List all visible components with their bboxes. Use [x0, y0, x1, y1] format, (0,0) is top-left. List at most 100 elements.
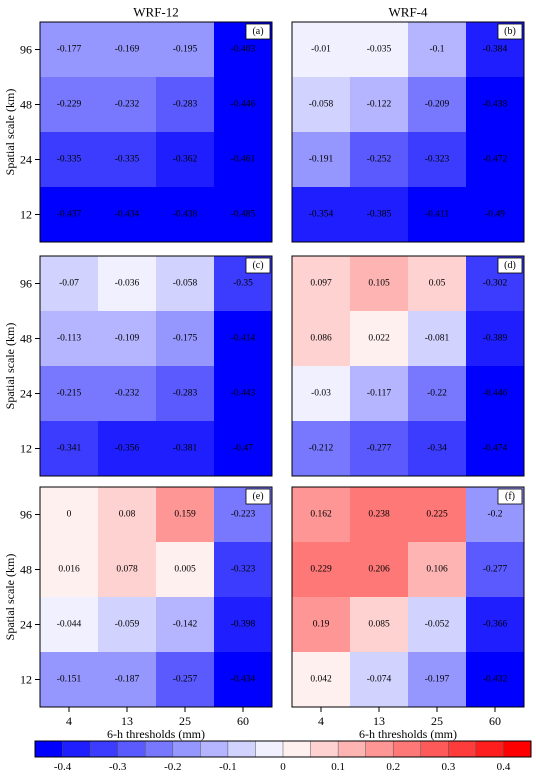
heatmap-cell [350, 366, 409, 422]
heatmap-cell [214, 132, 273, 188]
heatmap-cell [98, 132, 157, 188]
heatmap-cell [350, 22, 409, 78]
panel-frame [291, 486, 525, 708]
cell-value: -0.232 [115, 100, 140, 110]
cell-value: -0.232 [115, 389, 140, 399]
y-tick-label: 12 [20, 673, 32, 687]
cell-value: -0.341 [57, 444, 82, 454]
cell-value: 0.105 [368, 279, 390, 289]
panel-label: (e) [252, 491, 263, 502]
heatmap-cell [40, 487, 99, 543]
cell-value: -0.446 [483, 389, 508, 399]
heatmap-cell [156, 421, 215, 477]
cell-value: -0.335 [57, 155, 82, 165]
heatmap-cell [98, 187, 157, 243]
heatmap-cell [350, 311, 409, 367]
heatmap-cell [466, 421, 525, 477]
cell-value: -0.302 [483, 279, 508, 289]
colorbar-segment [448, 741, 477, 757]
cell-value: -0.03 [311, 389, 331, 399]
y-axis-label: Spatial scale (km) [3, 554, 17, 641]
cell-value: 0.238 [368, 510, 390, 520]
cell-value: -0.252 [367, 155, 392, 165]
heatmap-cell [350, 256, 409, 312]
heatmap-cell [156, 132, 215, 188]
colorbar-tick-label: -0.4 [54, 761, 72, 773]
cell-value: -0.113 [57, 334, 81, 344]
heatmap-cell [292, 256, 351, 312]
y-tick-label: 48 [20, 332, 32, 346]
panel-label-box [497, 488, 523, 505]
cell-value: -0.49 [485, 210, 505, 220]
heatmap-cell [98, 421, 157, 477]
cell-value: -0.461 [231, 155, 256, 165]
heatmap-cell [408, 487, 467, 543]
cell-value: -0.277 [483, 565, 508, 575]
cell-value: -0.209 [425, 100, 450, 110]
heatmap-cell [292, 311, 351, 367]
heatmap-cell [40, 366, 99, 422]
x-tick-label: 13 [121, 714, 133, 728]
panel-label: (b) [504, 26, 516, 37]
colorbar-segment [35, 741, 63, 757]
x-tick-label: 25 [431, 714, 443, 728]
x-axis-label: 6-h thresholds (mm) [359, 727, 457, 741]
panel-frame [291, 21, 525, 243]
heatmap-cell [40, 421, 99, 477]
cell-value: -0.169 [115, 45, 140, 55]
heatmap-cell [466, 366, 525, 422]
panel-label: (c) [252, 260, 263, 271]
cell-value: -0.403 [231, 45, 256, 55]
heatmap-cell [292, 187, 351, 243]
cell-value: -0.187 [115, 675, 140, 685]
cell-value: -0.34 [427, 444, 447, 454]
cell-value: -0.059 [115, 620, 140, 630]
x-tick-label: 4 [318, 714, 324, 728]
cell-value: -0.389 [483, 334, 508, 344]
panel-label: (d) [504, 260, 516, 271]
heatmap-cell [156, 652, 215, 708]
cell-value: -0.22 [427, 389, 447, 399]
heatmap-cell [98, 311, 157, 367]
panel-frame [291, 255, 525, 477]
cell-value: 0.022 [368, 334, 390, 344]
panel-label-box [245, 257, 271, 274]
cell-value: -0.354 [309, 210, 334, 220]
x-tick-label: 4 [66, 714, 72, 728]
cell-value: -0.438 [173, 210, 198, 220]
cell-value: 0.162 [310, 510, 332, 520]
heatmap-cell [98, 77, 157, 133]
heatmap-cell [156, 542, 215, 598]
colorbar-segment [393, 741, 422, 757]
cell-value: -0.283 [173, 100, 198, 110]
cell-value: -0.438 [483, 100, 508, 110]
heatmap-cell [350, 542, 409, 598]
y-tick-label: 96 [20, 277, 32, 291]
heatmap-cell [156, 22, 215, 78]
colorbar-tick-label: 0.1 [331, 761, 345, 773]
heatmap-cell [408, 22, 467, 78]
cell-value: 0.016 [58, 565, 80, 575]
cell-value: -0.335 [115, 155, 140, 165]
column-title-2: WRF-4 [389, 5, 429, 20]
heatmap-cell [408, 132, 467, 188]
cell-value: -0.35 [233, 279, 253, 289]
cell-value: -0.323 [231, 565, 256, 575]
heatmap-cell [214, 77, 273, 133]
cell-value: -0.197 [425, 675, 450, 685]
heatmap-cell [40, 22, 99, 78]
cell-value: -0.052 [425, 620, 450, 630]
colorbar-segment [475, 741, 504, 757]
cell-value: -0.2 [487, 510, 502, 520]
colorbar-segment [117, 741, 146, 757]
y-tick-label: 12 [20, 442, 32, 456]
cell-value: 0.005 [174, 565, 196, 575]
heatmap-cell [466, 597, 525, 653]
cell-value: -0.109 [115, 334, 140, 344]
cell-value: -0.434 [115, 210, 140, 220]
heatmap-cell [292, 22, 351, 78]
heatmap-cell [98, 22, 157, 78]
cell-value: 0.05 [429, 279, 446, 289]
cell-value: -0.414 [231, 334, 256, 344]
cell-value: -0.437 [57, 210, 82, 220]
